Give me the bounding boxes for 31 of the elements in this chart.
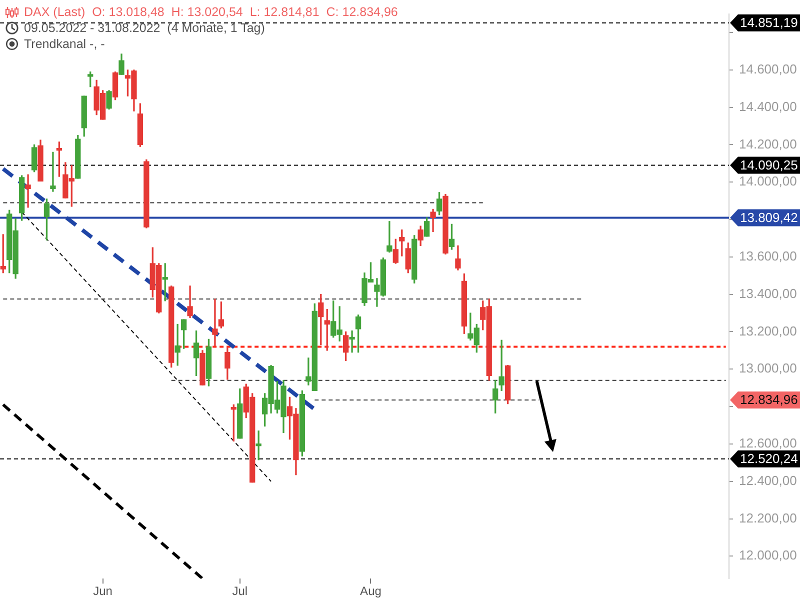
chart-title: DAX (Last) O: 13.018,48 H: 13.020,54 L: 12.814,81 C: 12.834,96 [24,5,398,19]
candlestick [386,221,392,253]
y-tick-label: 12.600,00 [739,436,797,451]
ref-line-label: 12.520,24 [740,450,798,466]
candlestick [174,324,180,366]
y-tick-label: 12.000,00 [739,548,797,563]
y-tick-label: 14.600,00 [739,61,797,76]
candlestick [256,430,262,460]
x-tick-label: Jul [232,584,248,598]
x-tick-label: Aug [360,584,382,598]
annotation: Trendkanal -, - [24,37,105,51]
candlestick [498,340,504,391]
y-tick-label: 14.000,00 [739,174,797,189]
candlestick [25,174,31,208]
y-tick-label: 14.200,00 [739,136,797,152]
y-tick-label: 13.400,00 [739,286,797,301]
x-tick-label: Jun [93,584,112,598]
text: 12.834,96 [740,392,798,408]
y-tick-label: 14.400,00 [739,98,797,114]
y-tick-label: 12.400,00 [739,472,797,488]
y-tick-label: 13.000,00 [739,360,797,376]
candlestick [212,298,218,346]
ref-line-label: 13.809,42 [740,210,798,225]
y-tick-label: 13.200,00 [739,323,797,338]
candlestick [349,330,355,353]
y-tick-label: 13.600,00 [739,248,797,264]
candlestick [50,152,56,192]
ref-line-label: 14.090,25 [740,157,798,172]
ref-line-label: 14.851,19 [740,15,798,30]
text: 09.05.2022 - 31.08.2022 (4 Monate, 1 Tag) [24,21,265,35]
y-tick-label: 12.200,00 [739,510,797,526]
